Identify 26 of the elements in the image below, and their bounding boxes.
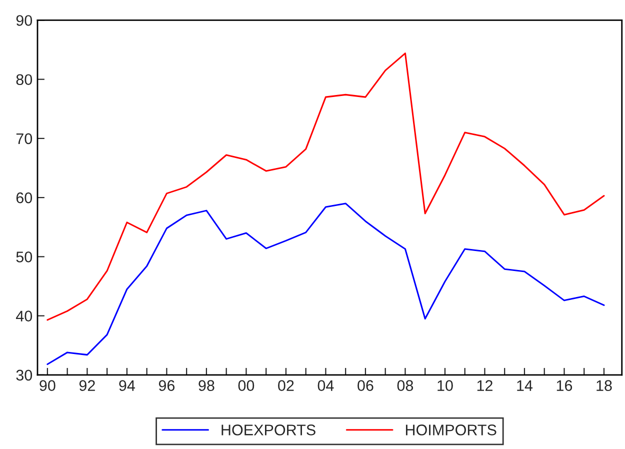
- y-tick-label: 40: [16, 310, 32, 322]
- x-tick-label: 16: [556, 380, 572, 391]
- x-tick-label: 12: [477, 380, 492, 391]
- x-tick-label: 00: [238, 380, 254, 391]
- line-series: [46, 202, 605, 366]
- x-tick-label: 90: [40, 380, 56, 391]
- y-tick-label: 50: [16, 252, 32, 262]
- y-tick-label: 30: [16, 370, 32, 381]
- x-tick-label: 94: [119, 380, 135, 391]
- x-tick-label: 04: [318, 380, 334, 391]
- y-tick-label: 70: [16, 133, 32, 144]
- y-tick-label: 80: [16, 74, 32, 86]
- x-tick-label: 02: [278, 380, 294, 391]
- y-tick-label: 60: [16, 192, 32, 204]
- legend-label: HOEXPORTS: [222, 424, 316, 436]
- x-tick-label: 06: [358, 380, 374, 391]
- x-tick-label: 18: [596, 380, 612, 391]
- x-tick-label: 14: [517, 380, 533, 391]
- x-tick-label: 96: [158, 380, 175, 391]
- line-series: [46, 52, 605, 321]
- legend-label: HOIMPORTS: [406, 424, 496, 436]
- x-tick-label: 98: [198, 380, 214, 391]
- y-tick-label: 90: [16, 15, 32, 26]
- x-tick-label: 92: [79, 380, 95, 391]
- x-tick-label: 08: [397, 380, 414, 391]
- x-tick-label: 10: [438, 380, 453, 391]
